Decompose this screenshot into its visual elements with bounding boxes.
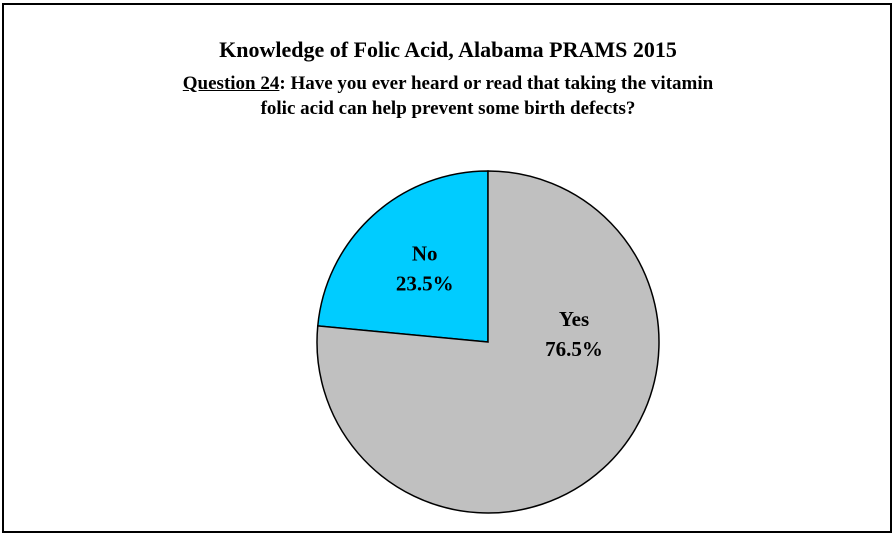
- slice-value-yes: 76.5%: [545, 337, 603, 361]
- pie-labels: No 23.5% Yes 76.5%: [396, 241, 603, 361]
- pie-slice-no: [316, 170, 489, 343]
- chart-title: Knowledge of Folic Acid, Alabama PRAMS 2…: [219, 37, 677, 62]
- question-text-1: Have you ever heard or read that taking …: [285, 73, 714, 94]
- slice-label-yes: Yes: [559, 307, 589, 331]
- question-label: Question 24: [182, 73, 280, 94]
- chart-subtitle: Question 24: Have you ever heard or read…: [0, 71, 896, 121]
- pie-slice-yes: [316, 170, 660, 514]
- subtitle-line-2: folic acid can help prevent some birth d…: [260, 98, 636, 119]
- subtitle-line-1: Question 24: Have you ever heard or read…: [0, 71, 896, 96]
- pie-slices: [316, 170, 660, 514]
- slice-label-no: No: [412, 241, 438, 265]
- question-separator: :: [279, 73, 286, 94]
- slice-value-no: 23.5%: [396, 271, 454, 295]
